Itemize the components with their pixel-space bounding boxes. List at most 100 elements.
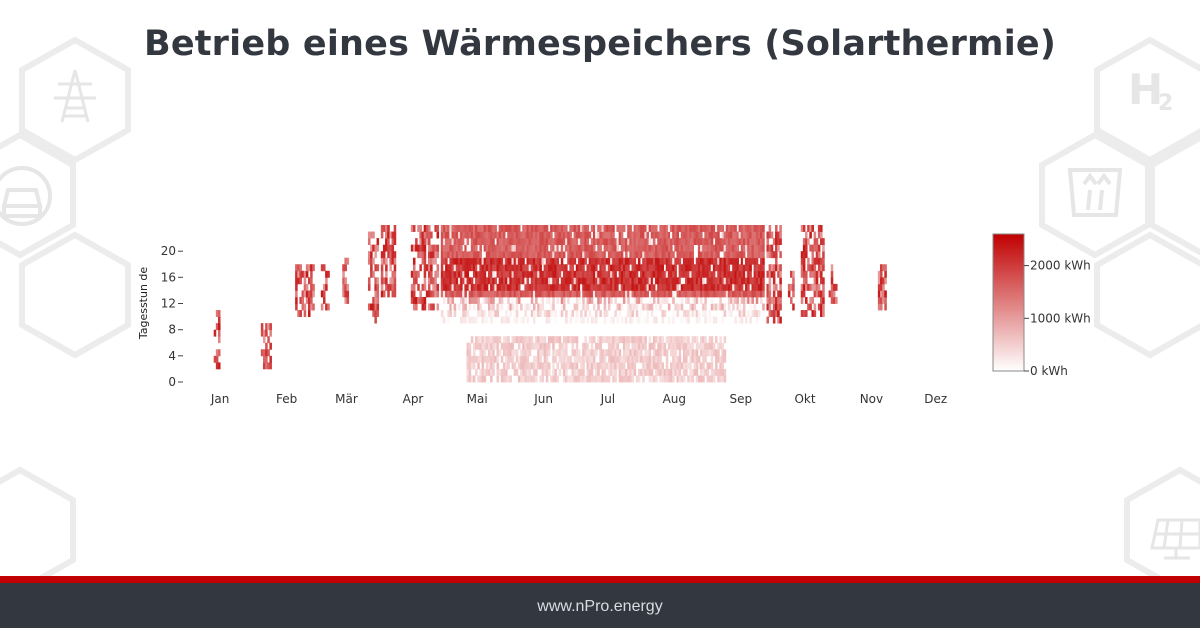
- heatmap-cell: [496, 355, 500, 363]
- heatmap-cell: [535, 310, 538, 317]
- heatmap-cell: [633, 303, 637, 311]
- power-pylon-icon: [54, 69, 96, 123]
- heatmap-cell: [607, 355, 611, 363]
- heatmap-cell: [725, 251, 729, 259]
- heatmap-cell: [742, 244, 746, 252]
- footer-url[interactable]: www.nPro.energy: [0, 583, 1200, 628]
- heatmap-cell: [685, 257, 688, 265]
- heatmap-cell: [648, 342, 652, 350]
- heatmap-cell: [485, 257, 489, 265]
- heatmap-cell: [532, 251, 536, 259]
- heatmap-cell: [777, 290, 780, 298]
- heatmap-cell: [391, 270, 395, 278]
- heatmap-cell: [543, 342, 547, 350]
- heatmap-cell: [607, 303, 611, 311]
- heatmap-cell: [537, 251, 540, 259]
- heatmap-cell: [560, 310, 564, 317]
- heatmap-cell: [582, 362, 585, 370]
- heatmap-cell: [642, 283, 645, 291]
- heatmap-cell: [560, 349, 564, 357]
- heatmap-cell: [637, 283, 641, 291]
- heatmap-cell: [704, 316, 707, 324]
- heatmap-cell: [742, 290, 746, 298]
- heatmap-cell: [704, 225, 707, 232]
- heatmap-cell: [697, 355, 701, 363]
- heatmap-cell: [423, 225, 427, 232]
- heatmap-cell: [676, 257, 680, 265]
- heatmap-cell: [515, 270, 519, 278]
- heatmap-cell: [419, 264, 422, 272]
- heatmap-cell: [524, 342, 527, 350]
- heatmap-cell: [526, 251, 530, 259]
- heatmap-cell: [672, 264, 675, 272]
- y-tick-label: 4: [168, 349, 176, 363]
- heatmap-cell: [513, 349, 517, 357]
- heatmap-cell: [528, 225, 532, 232]
- heatmap-cell: [708, 362, 712, 370]
- heatmap-cell: [303, 277, 307, 285]
- heatmap-cell: [712, 244, 716, 252]
- heatmap-cell: [700, 296, 703, 304]
- heatmap-cell: [470, 375, 474, 383]
- heatmap-cell: [667, 375, 671, 383]
- heatmap-cell: [297, 277, 300, 285]
- heatmap-cell: [526, 375, 530, 383]
- heatmap-cell: [715, 277, 718, 285]
- heatmap-cell: [706, 368, 710, 376]
- heatmap-cell: [370, 270, 373, 278]
- heatmap-cell: [610, 362, 613, 370]
- heatmap-cell: [700, 270, 703, 278]
- heatmap-cell: [573, 355, 577, 363]
- heatmap-cell: [657, 368, 660, 376]
- heatmap-cell: [586, 283, 590, 291]
- heatmap-cell: [779, 238, 782, 246]
- heatmap-cell: [693, 238, 697, 246]
- heatmap-cell: [487, 264, 491, 272]
- heatmap-cell: [659, 270, 662, 278]
- heatmap-cell: [509, 349, 512, 357]
- heatmap-cell: [751, 277, 755, 285]
- heatmap-cell: [717, 349, 720, 357]
- heatmap-cell: [592, 257, 596, 265]
- heatmap-cell: [460, 316, 463, 324]
- heatmap-cell: [712, 283, 716, 291]
- heatmap-cell: [539, 244, 542, 252]
- heatmap-cell: [526, 277, 530, 285]
- heatmap-cell: [708, 349, 712, 357]
- heatmap-cell: [554, 225, 557, 232]
- heatmap-cell: [599, 342, 602, 350]
- heatmap-cell: [755, 257, 759, 265]
- heatmap-cell: [541, 296, 545, 304]
- heatmap-cell: [599, 362, 602, 370]
- heatmap-cell: [543, 238, 547, 246]
- heatmap-cell: [507, 244, 510, 252]
- heatmap-cell: [706, 270, 710, 278]
- heatmap-cell: [595, 257, 598, 265]
- heatmap-cell: [663, 349, 667, 357]
- heatmap-cell: [532, 270, 536, 278]
- heatmap-cell: [505, 349, 508, 357]
- heatmap-cell: [820, 257, 823, 265]
- heatmap-cell: [496, 310, 500, 317]
- heatmap-cell: [573, 270, 577, 278]
- heatmap-cell: [685, 310, 688, 317]
- heatmap-cell: [637, 355, 641, 363]
- heatmap-cell: [539, 231, 542, 239]
- heatmap-cell: [545, 310, 549, 317]
- heatmap-cell: [627, 264, 630, 272]
- heatmap-cell: [532, 310, 536, 317]
- heatmap-cell: [567, 336, 570, 344]
- heatmap-cell: [738, 283, 742, 291]
- heatmap-cell: [811, 244, 814, 252]
- heatmap-cell: [556, 277, 560, 285]
- heatmap-cell: [715, 238, 718, 246]
- heatmap-cell: [569, 310, 572, 317]
- heatmap-cell: [269, 323, 272, 331]
- heatmap-cell: [565, 225, 568, 232]
- heatmap-cell: [672, 368, 675, 376]
- heatmap-cell: [487, 257, 491, 265]
- heatmap-cell: [727, 257, 731, 265]
- heatmap-cell: [492, 257, 495, 265]
- heatmap-cell: [547, 277, 551, 285]
- heatmap-cell: [513, 316, 517, 324]
